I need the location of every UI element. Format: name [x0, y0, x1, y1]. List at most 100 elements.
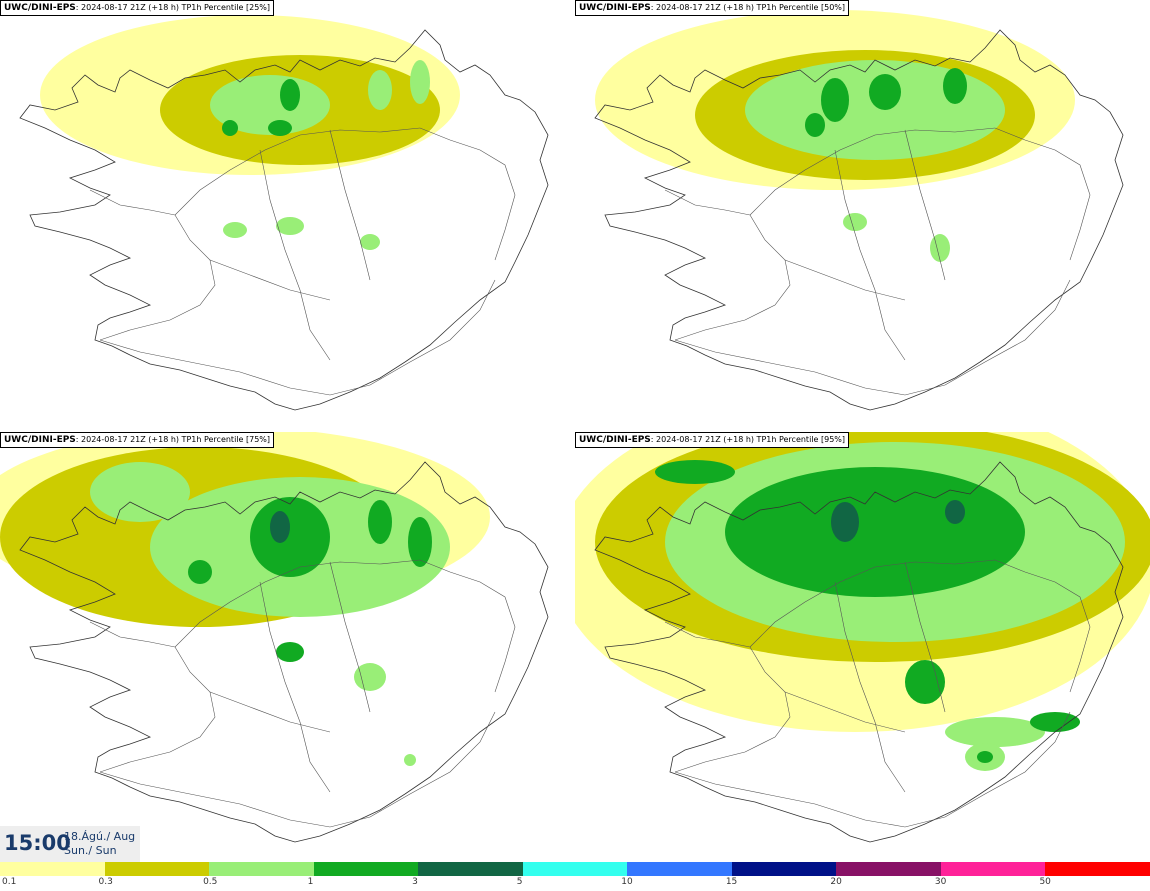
legend-swatch: [104, 862, 210, 876]
road-line: [329, 129, 371, 281]
coastline: [19, 461, 549, 843]
map-panel-p75: UWC/DINI-EPS: 2024-08-17 21Z (+18 h) TP1…: [0, 432, 575, 864]
legend-tick-label: 0.1: [2, 877, 17, 887]
run-info: : 2024-08-17 21Z (+18 h) TP1h Percentile…: [75, 435, 271, 444]
precip-area: [360, 234, 380, 250]
run-info: : 2024-08-17 21Z (+18 h) TP1h Percentile…: [650, 435, 846, 444]
precip-area: [905, 660, 945, 704]
precip-area: [368, 70, 392, 110]
road-line: [329, 561, 371, 713]
valid-date: 18.Ágú./ Aug Sun./ Sun: [64, 830, 135, 858]
legend-swatch: [522, 862, 628, 876]
run-info: : 2024-08-17 21Z (+18 h) TP1h Percentile…: [75, 3, 271, 12]
valid-date-line2: Sun./ Sun: [64, 844, 117, 857]
precip-area: [655, 460, 735, 484]
valid-date-line1: 18.Ágú./ Aug: [64, 830, 136, 843]
legend-tick-label: 15: [725, 877, 738, 887]
legend-swatch: [0, 862, 105, 876]
legend-swatch: [209, 862, 314, 876]
road-line: [174, 559, 421, 648]
precip-area: [843, 213, 867, 231]
map-panel-p25: UWC/DINI-EPS: 2024-08-17 21Z (+18 h) TP1…: [0, 0, 575, 432]
precip-area: [280, 79, 300, 111]
panel-title: UWC/DINI-EPS: 2024-08-17 21Z (+18 h) TP1…: [0, 432, 275, 448]
road-line: [904, 561, 946, 713]
legend-tick-label: 0.3: [98, 877, 113, 887]
precip-area: [276, 642, 304, 662]
coastline: [19, 29, 549, 411]
road-line: [784, 691, 906, 733]
road-line: [674, 711, 1071, 828]
road-line: [784, 259, 906, 301]
legend-swatch: [313, 862, 419, 876]
legend-swatch: [731, 862, 837, 876]
road-line: [89, 189, 176, 216]
precip-area: [270, 511, 290, 543]
road-line: [99, 646, 216, 773]
road-line: [749, 127, 996, 216]
legend-swatch: [418, 862, 523, 876]
road-line: [994, 559, 1091, 693]
legend-swatch: [1045, 862, 1150, 876]
run-info: : 2024-08-17 21Z (+18 h) TP1h Percentile…: [650, 3, 846, 12]
road-line: [419, 127, 516, 261]
road-line: [89, 621, 176, 648]
road-line: [674, 279, 1071, 396]
legend-tick-label: 20: [830, 877, 842, 887]
precip-area: [1030, 712, 1080, 732]
precip-map-p25: [19, 15, 549, 411]
legend-tick-label: 0.5: [203, 877, 218, 887]
road-line: [904, 129, 946, 281]
road-line: [99, 711, 496, 828]
road-line: [994, 127, 1091, 261]
precip-area: [210, 75, 330, 135]
valid-time-box: 15:00 18.Ágú./ Aug Sun./ Sun: [0, 826, 140, 862]
legend-tick-label: 5: [516, 877, 523, 887]
road-line: [674, 646, 791, 773]
legend-tick-labels: 0.1 0.3 0.5 1 3 5 10 15 20 30 50: [0, 877, 1150, 891]
valid-time: 15:00: [4, 831, 71, 855]
precip-area: [821, 78, 849, 122]
road-line: [259, 581, 331, 793]
panel-title: UWC/DINI-EPS: 2024-08-17 21Z (+18 h) TP1…: [0, 0, 275, 16]
precip-area: [945, 500, 965, 524]
color-legend: [0, 862, 1150, 876]
legend-tick-label: 10: [621, 877, 633, 887]
coastline: [594, 461, 1124, 843]
precip-area: [276, 217, 304, 235]
precip-area: [930, 234, 950, 262]
precip-area: [354, 663, 386, 691]
legend-tick-label: 50: [1039, 877, 1051, 887]
road-line: [749, 559, 996, 648]
precip-area: [90, 462, 190, 522]
legend-swatch: [940, 862, 1046, 876]
precip-area: [943, 68, 967, 104]
precip-area: [188, 560, 212, 584]
legend-swatch: [836, 862, 941, 876]
precip-area: [945, 717, 1045, 747]
road-line: [419, 559, 516, 693]
precip-map-p75: [0, 432, 549, 843]
road-line: [209, 691, 331, 733]
model-name: UWC/DINI-EPS: [579, 3, 651, 13]
road-line: [174, 127, 421, 216]
road-line: [664, 621, 751, 648]
precip-area: [368, 500, 392, 544]
precip-area: [805, 113, 825, 137]
precip-area: [977, 751, 993, 763]
map-panel-p50: UWC/DINI-EPS: 2024-08-17 21Z (+18 h) TP1…: [575, 0, 1150, 432]
model-name: UWC/DINI-EPS: [4, 435, 76, 445]
road-line: [674, 214, 791, 341]
legend-swatch: [627, 862, 732, 876]
model-name: UWC/DINI-EPS: [579, 435, 651, 445]
precip-map-p95: [575, 432, 1150, 843]
precip-area: [745, 60, 1005, 160]
precip-area: [725, 467, 1025, 597]
road-line: [209, 259, 331, 301]
precip-area: [408, 517, 432, 567]
road-line: [664, 189, 751, 216]
road-line: [259, 149, 331, 361]
precip-area: [250, 497, 330, 577]
legend-tick-label: 1: [307, 877, 314, 887]
precip-area: [831, 502, 859, 542]
